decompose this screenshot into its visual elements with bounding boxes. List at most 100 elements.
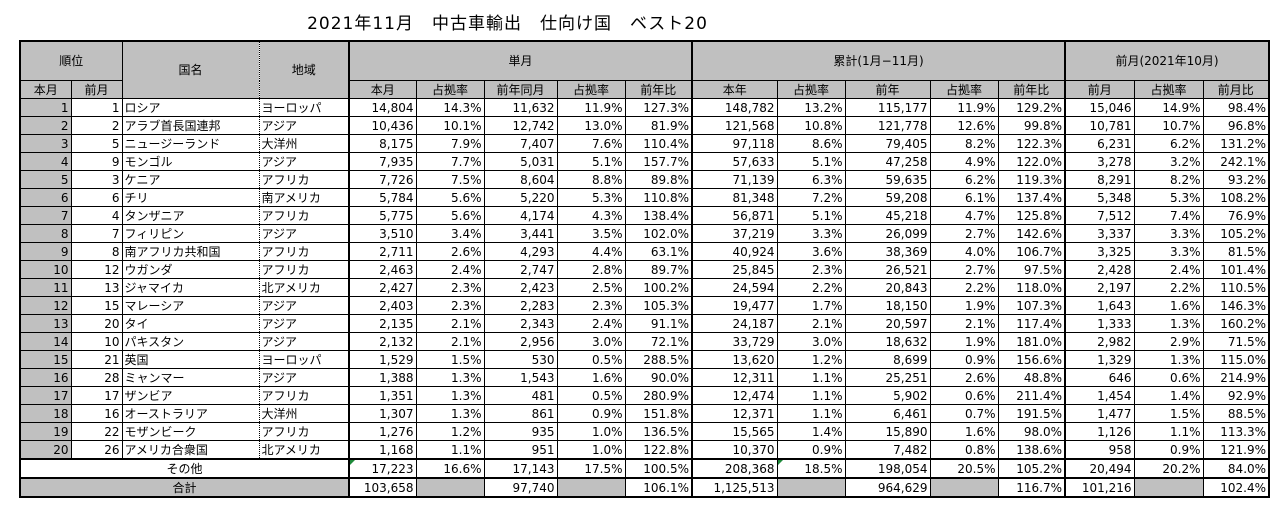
- cell-c-yoy: 117.4%: [997, 314, 1066, 333]
- cell-m-this: 1,351: [348, 386, 417, 405]
- cell-c-lastyear: 47,258: [844, 152, 931, 171]
- cell-p-prev: 2,197: [1064, 278, 1135, 297]
- cell-m-yoy: 100.5%: [624, 458, 693, 479]
- cell-c-share: 7.2%: [776, 188, 846, 207]
- cell-rank-this: 6: [19, 188, 72, 207]
- cell-c-lastyear: 115,177: [844, 98, 931, 117]
- page-title: 2021年11月 中古車輸出 仕向け国 ベスト20: [0, 9, 1287, 34]
- cell-c-share: 5.1%: [776, 152, 846, 171]
- cell-p-prev: 958: [1064, 440, 1135, 460]
- cell-c-yoy: 129.2%: [997, 98, 1066, 117]
- cell-rank-this: 2: [19, 116, 72, 135]
- cell-m-share: 7.7%: [415, 152, 485, 171]
- cell-rank-prev: 4: [70, 206, 123, 225]
- cell-c-lastyear: 26,521: [844, 260, 931, 279]
- others-label: その他: [18, 458, 350, 479]
- cell-m-lastyear: 8,604: [483, 170, 558, 189]
- cell-c-yoy: 98.0%: [997, 422, 1066, 441]
- cell-p-ratio: 76.9%: [1202, 206, 1271, 225]
- cell-m-share: 1.3%: [415, 368, 485, 387]
- total-m-yoy: 106.1%: [624, 477, 693, 498]
- cell-m-lastyear: 935: [483, 422, 558, 441]
- cell-rank-this: 7: [19, 206, 72, 225]
- header-m-lastyear: 前年同月: [483, 80, 558, 99]
- cell-m-this: 17,223: [348, 458, 417, 479]
- header-row-2: 本月 前月 本月 占拠率 前年同月 占拠率 前年比 本年 占拠率 前年 占拠率 …: [19, 80, 1271, 99]
- table-row: 15 21 英国 ヨーロッパ 1,529 1.5% 530 0.5% 288.5% 13,620 1…: [19, 350, 1271, 369]
- cell-p-prev: 20,494: [1064, 458, 1135, 479]
- cell-c-lastyear: 198,054: [844, 458, 931, 479]
- cell-country: オーストラリア: [121, 404, 260, 423]
- cell-c-yoy: 97.5%: [997, 260, 1066, 279]
- total-m-lastyear: 97,740: [483, 477, 558, 498]
- cell-p-ratio: 98.4%: [1202, 98, 1271, 117]
- cell-c-share2: 20.5%: [929, 458, 999, 479]
- cell-m-share: 1.1%: [415, 440, 485, 460]
- cell-c-this: 33,729: [691, 332, 778, 351]
- cell-m-yoy: 127.3%: [624, 98, 693, 117]
- table-row: 13 20 タイ アジア 2,135 2.1% 2,343 2.4% 91.1% 24,187 2.…: [19, 314, 1271, 333]
- cell-region: アフリカ: [258, 170, 350, 189]
- cell-m-lastyear: 951: [483, 440, 558, 460]
- cell-country: フィリピン: [121, 224, 260, 243]
- cell-p-share: 2.4%: [1133, 260, 1204, 279]
- cell-c-yoy: 211.4%: [997, 386, 1066, 405]
- cell-c-share2: 1.9%: [929, 296, 999, 315]
- cell-rank-this: 17: [19, 386, 72, 405]
- cell-m-share2: 11.9%: [556, 98, 626, 117]
- cell-region: アフリカ: [258, 206, 350, 225]
- cell-m-yoy: 102.0%: [624, 224, 693, 243]
- cell-m-share: 2.1%: [415, 314, 485, 333]
- table-body: 1 1 ロシア ヨーロッパ 14,804 14.3% 11,632 11.9% 127.3% 14…: [19, 98, 1271, 460]
- cell-p-ratio: 214.9%: [1202, 368, 1271, 387]
- cell-rank-this: 14: [19, 332, 72, 351]
- table-row: 12 15 マレーシア アジア 2,403 2.3% 2,283 2.3% 105.3% 19,4…: [19, 296, 1271, 315]
- cell-region: アフリカ: [258, 260, 350, 279]
- cell-m-share: 10.1%: [415, 116, 485, 135]
- cell-c-this: 10,370: [691, 440, 778, 460]
- header-monthly: 単月: [348, 40, 693, 81]
- cell-m-share: 7.5%: [415, 170, 485, 189]
- cell-rank-prev: 2: [70, 116, 123, 135]
- cell-rank-prev: 8: [70, 242, 123, 261]
- cell-rank-this: 18: [19, 404, 72, 423]
- cell-c-lastyear: 18,632: [844, 332, 931, 351]
- header-m-this: 本月: [348, 80, 417, 99]
- cell-rank-this: 16: [19, 368, 72, 387]
- cell-m-yoy: 89.7%: [624, 260, 693, 279]
- cell-c-share: 1.1%: [776, 386, 846, 405]
- cell-c-share: 1.4%: [776, 422, 846, 441]
- cell-country: モザンビーク: [121, 422, 260, 441]
- cell-c-share: 13.2%: [776, 98, 846, 117]
- cell-c-yoy: 125.8%: [997, 206, 1066, 225]
- cell-m-share2: 0.5%: [556, 386, 626, 405]
- cell-c-share: 2.2%: [776, 278, 846, 297]
- cell-p-share: 14.9%: [1133, 98, 1204, 117]
- cell-p-share: 1.4%: [1133, 386, 1204, 405]
- cell-m-lastyear: 2,747: [483, 260, 558, 279]
- cell-c-lastyear: 6,461: [844, 404, 931, 423]
- cell-p-prev: 15,046: [1064, 98, 1135, 117]
- cell-country: ロシア: [121, 98, 260, 117]
- cell-p-share: 2.9%: [1133, 332, 1204, 351]
- cell-m-share2: 8.8%: [556, 170, 626, 189]
- cell-c-share2: 4.7%: [929, 206, 999, 225]
- cell-c-this: 97,118: [691, 134, 778, 153]
- cell-c-share: 5.1%: [776, 206, 846, 225]
- cell-c-share: 1.1%: [776, 368, 846, 387]
- cell-c-this: 12,371: [691, 404, 778, 423]
- cell-c-share2: 0.9%: [929, 350, 999, 369]
- total-m-this: 103,658: [348, 477, 417, 498]
- cell-c-yoy: 191.5%: [997, 404, 1066, 423]
- cell-m-share2: 2.5%: [556, 278, 626, 297]
- cell-c-lastyear: 7,482: [844, 440, 931, 460]
- cell-rank-prev: 7: [70, 224, 123, 243]
- cell-p-ratio: 84.0%: [1202, 458, 1271, 479]
- cell-rank-prev: 26: [70, 440, 123, 460]
- cell-m-yoy: 105.3%: [624, 296, 693, 315]
- cell-m-share: 2.4%: [415, 260, 485, 279]
- cell-p-share: 1.3%: [1133, 350, 1204, 369]
- cell-c-this: 25,845: [691, 260, 778, 279]
- cell-p-ratio: 121.9%: [1202, 440, 1271, 460]
- total-c-share-empty: [776, 477, 846, 498]
